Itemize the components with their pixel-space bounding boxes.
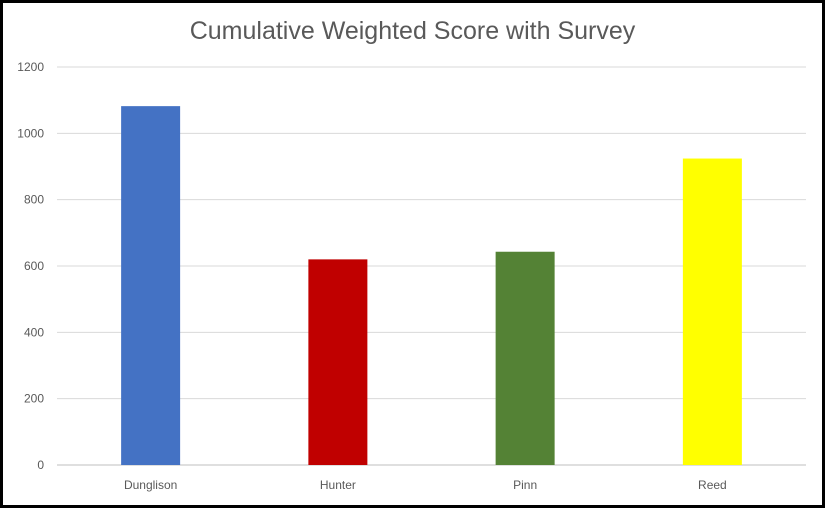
bar-hunter xyxy=(308,259,368,465)
y-tick-label: 0 xyxy=(37,458,44,472)
y-axis: 0 200 400 600 800 1000 1200 xyxy=(17,60,44,472)
x-tick-label: Pinn xyxy=(513,478,537,492)
bar-pinn xyxy=(495,251,555,465)
x-tick-label: Dunglison xyxy=(124,478,177,492)
y-tick-label: 1000 xyxy=(17,126,44,140)
x-tick-label: Hunter xyxy=(320,478,356,492)
chart-title: Cumulative Weighted Score with Survey xyxy=(189,17,636,45)
y-tick-label: 400 xyxy=(24,325,44,339)
x-axis: Dunglison Hunter Pinn Reed xyxy=(124,478,727,492)
x-tick-label: Reed xyxy=(698,478,727,492)
bars xyxy=(121,106,742,466)
y-tick-label: 800 xyxy=(24,193,44,207)
bar-reed xyxy=(682,158,742,466)
y-tick-label: 600 xyxy=(24,259,44,273)
y-tick-label: 1200 xyxy=(17,60,44,74)
bar-dunglison xyxy=(121,106,181,466)
gridlines xyxy=(57,66,806,466)
y-tick-label: 200 xyxy=(24,392,44,406)
